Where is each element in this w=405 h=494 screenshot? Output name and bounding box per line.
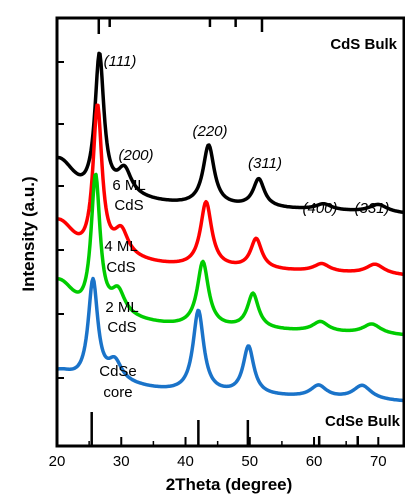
x-tick-label: 50 xyxy=(241,453,258,470)
y-axis-ticks xyxy=(57,61,64,379)
x-tick-label: 40 xyxy=(177,453,194,470)
peak-label: (111) xyxy=(104,53,137,70)
reference-lines-group xyxy=(90,18,359,446)
ref-label-top: CdS Bulk xyxy=(330,36,397,53)
series-label: CdSe xyxy=(99,363,137,380)
x-axis-label: 2Theta (degree) xyxy=(166,475,293,494)
series-label: core xyxy=(103,384,132,401)
ref-label-bottom: CdSe Bulk xyxy=(325,413,401,430)
trace-line xyxy=(56,172,405,337)
trace-line xyxy=(56,103,405,277)
y-axis-label: Intensity (a.u.) xyxy=(19,176,38,291)
x-tick-label: 30 xyxy=(113,453,130,470)
peak-label: (200) xyxy=(118,147,153,164)
trace-line xyxy=(56,276,405,403)
series-label: 4 ML xyxy=(104,238,137,255)
peak-label: (311) xyxy=(248,155,282,172)
series-label: CdS xyxy=(114,197,143,214)
series-label: 6 ML xyxy=(112,177,145,194)
plot-frame xyxy=(55,16,405,448)
x-tick-label: 20 xyxy=(49,453,66,470)
peak-label: (220) xyxy=(192,123,227,140)
peak-label: (331) xyxy=(354,200,389,217)
x-axis-ticks: 20 30 40 50 60 70 xyxy=(49,437,387,470)
x-tick-label: 70 xyxy=(370,453,387,470)
series-label: CdS xyxy=(107,319,136,336)
series-label: CdS xyxy=(106,259,135,276)
trace-line xyxy=(56,51,405,215)
traces-group xyxy=(56,51,405,403)
x-tick-label: 60 xyxy=(306,453,323,470)
labels-group: 6 ML CdS 4 ML CdS 2 ML CdS CdSe core (111) (200) (… xyxy=(99,53,389,401)
peak-label: (400) xyxy=(302,200,337,217)
series-label: 2 ML xyxy=(105,299,138,316)
